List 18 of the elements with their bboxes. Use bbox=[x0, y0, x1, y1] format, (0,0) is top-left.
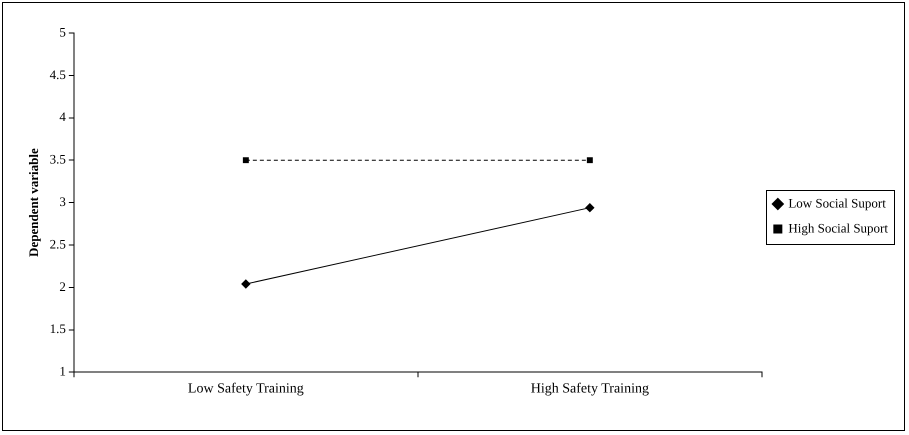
y-tick-label: 4.5 bbox=[50, 66, 66, 82]
y-tick-label: 2.5 bbox=[50, 236, 66, 252]
point bbox=[585, 203, 594, 212]
point bbox=[586, 157, 593, 164]
y-tick-label: 2 bbox=[59, 278, 66, 294]
legend-label: Low Social Suport bbox=[788, 195, 886, 210]
legend-label: High Social Suport bbox=[788, 220, 888, 236]
point bbox=[242, 157, 249, 164]
point bbox=[241, 280, 250, 289]
y-tick-label: 3 bbox=[59, 194, 66, 210]
y-tick-label: 1.5 bbox=[50, 321, 66, 336]
x-tick-label: Low Safety Training bbox=[188, 381, 304, 396]
x-tick-label: High Safety Training bbox=[530, 381, 649, 396]
y-tick-label: 1 bbox=[59, 364, 66, 379]
y-tick-label: 3.5 bbox=[50, 152, 66, 167]
y-tick-label: 5 bbox=[59, 24, 66, 40]
y-tick-label: 4 bbox=[59, 109, 66, 124]
y-axis-title: Dependent variable bbox=[26, 148, 42, 257]
